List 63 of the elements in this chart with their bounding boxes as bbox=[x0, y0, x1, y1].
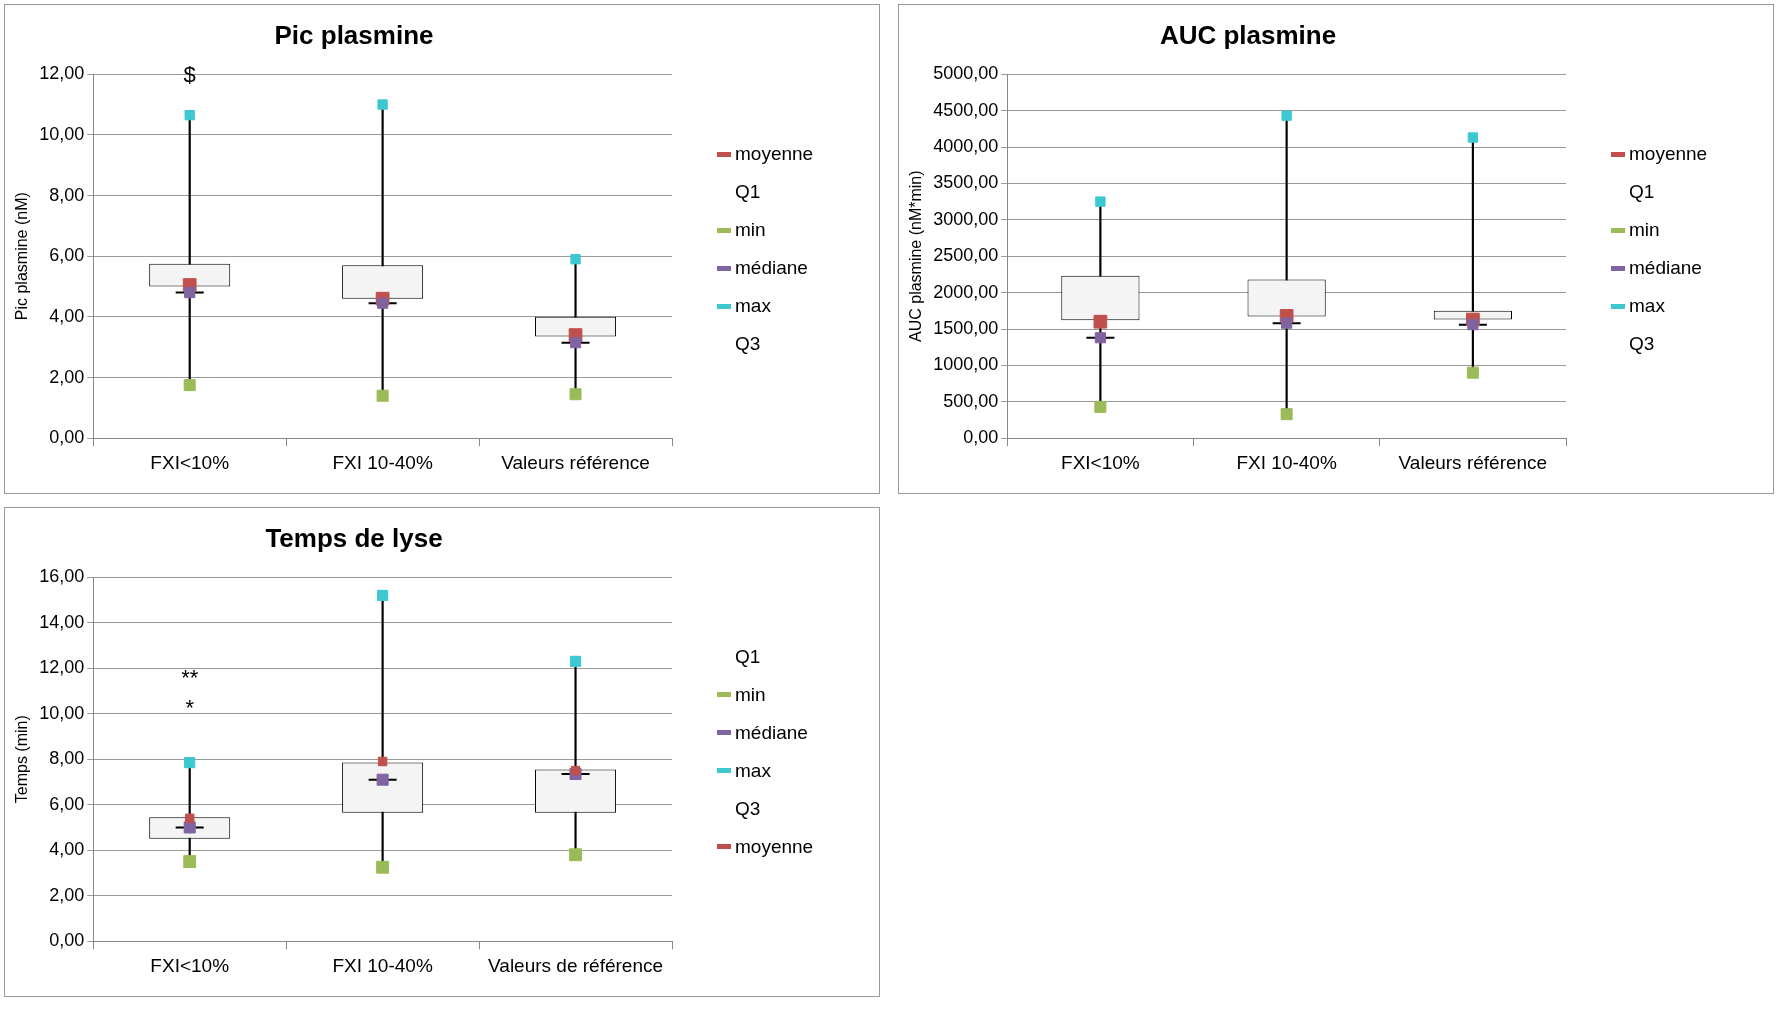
x-tick-label: FXI 10-40% bbox=[332, 451, 433, 473]
legend-label: moyenne bbox=[735, 143, 814, 165]
x-tick-label: Valeurs référence bbox=[501, 451, 650, 473]
y-axis-title: Pic plasmine (nM) bbox=[13, 192, 31, 321]
legend-label: médiane bbox=[1629, 257, 1702, 279]
y-tick-label: 4,00 bbox=[49, 838, 85, 859]
x-tick-label: FXI 10-40% bbox=[332, 954, 433, 976]
text: Q3 bbox=[735, 797, 761, 820]
annotation: * bbox=[185, 694, 195, 720]
y-tick-label: 6,00 bbox=[49, 793, 85, 814]
x-tick-label: FXI<10% bbox=[150, 451, 230, 473]
annotation: ** bbox=[181, 664, 199, 690]
x-tick-label: FXI 10-40% bbox=[1236, 451, 1337, 473]
legend-label: max bbox=[735, 759, 771, 782]
text: Q1 bbox=[1629, 181, 1655, 203]
y-tick-label: 4500,00 bbox=[933, 99, 999, 120]
y-tick-label: 6,00 bbox=[49, 245, 85, 266]
y-tick-label: 8,00 bbox=[49, 747, 85, 768]
y-tick-label: 16,00 bbox=[39, 565, 85, 586]
y-tick-label: 0,00 bbox=[963, 427, 999, 448]
legend-label: max bbox=[735, 295, 771, 317]
x-tick-label: FXI<10% bbox=[1061, 451, 1140, 473]
y-tick-label: 10,00 bbox=[39, 702, 85, 723]
y-tick-label: 0,00 bbox=[49, 427, 85, 448]
y-tick-label: 2,00 bbox=[49, 884, 85, 905]
y-tick-label: 4000,00 bbox=[933, 135, 999, 156]
y-tick-label: 12,00 bbox=[39, 656, 85, 677]
chart-title: Temps de lyse bbox=[265, 522, 443, 553]
y-tick-label: 12,00 bbox=[39, 63, 85, 84]
x-tick-label: FXI<10% bbox=[150, 954, 230, 976]
legend-label: max bbox=[1629, 295, 1665, 317]
legend-label: médiane bbox=[735, 257, 808, 279]
y-axis-title: AUC plasmine (nM*min) bbox=[907, 170, 925, 342]
y-tick-label: 4,00 bbox=[49, 305, 85, 326]
y-tick-label: 1000,00 bbox=[933, 354, 999, 375]
text: Q1 bbox=[735, 181, 761, 203]
legend-label: min bbox=[735, 683, 766, 706]
y-tick-label: 5000,00 bbox=[933, 63, 999, 84]
y-tick-label: 0,00 bbox=[49, 929, 85, 950]
y-tick-label: 3000,00 bbox=[933, 208, 999, 229]
y-tick-label: 8,00 bbox=[49, 184, 85, 205]
text: Q1 bbox=[735, 645, 761, 668]
legend-label: moyenne bbox=[735, 835, 814, 858]
y-tick-label: 3500,00 bbox=[933, 172, 999, 193]
y-tick-label: 1500,00 bbox=[933, 317, 999, 338]
legend-label: min bbox=[735, 219, 766, 241]
y-tick-label: 500,00 bbox=[943, 390, 999, 411]
y-tick-label: 2000,00 bbox=[933, 281, 999, 302]
chart-title: AUC plasmine bbox=[1159, 19, 1337, 50]
y-tick-label: 2,00 bbox=[49, 366, 85, 387]
text: Q3 bbox=[1629, 333, 1655, 355]
y-tick-label: 14,00 bbox=[39, 611, 85, 632]
y-tick-label: 2500,00 bbox=[933, 245, 999, 266]
y-tick-label: 10,00 bbox=[39, 123, 85, 144]
x-tick-label: Valeurs de référence bbox=[488, 954, 664, 976]
legend-label: min bbox=[1629, 219, 1660, 241]
x-tick-label: Valeurs référence bbox=[1398, 451, 1548, 473]
chart-title: Pic plasmine bbox=[274, 19, 434, 50]
text: Q3 bbox=[735, 333, 761, 355]
legend-label: médiane bbox=[735, 721, 808, 744]
legend-label: moyenne bbox=[1629, 143, 1708, 165]
annotation: $ bbox=[183, 62, 196, 88]
y-axis-title: Temps (min) bbox=[13, 714, 31, 803]
